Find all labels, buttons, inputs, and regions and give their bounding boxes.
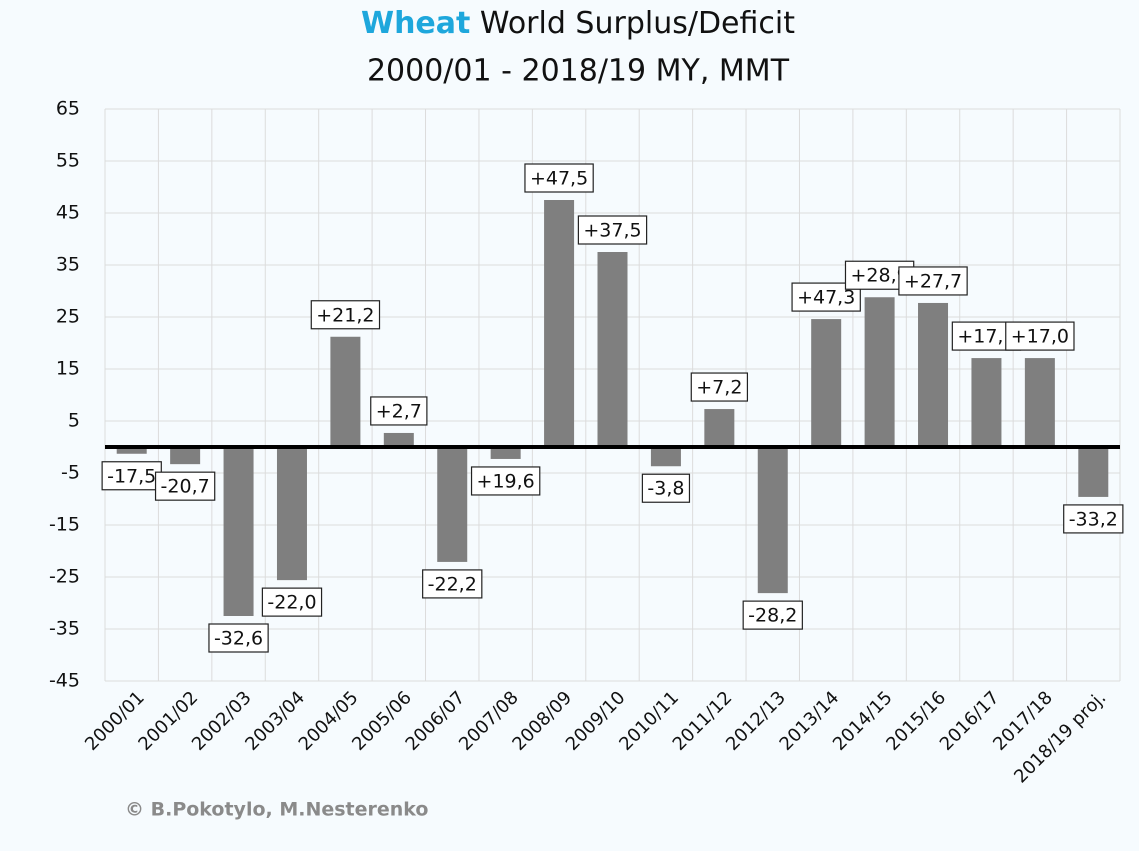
credit: © B.Pokotylo, M.Nesterenko <box>125 799 429 821</box>
annotation: -20,7 <box>161 476 210 498</box>
bar <box>383 432 414 447</box>
y-tick-label: -35 <box>49 618 80 640</box>
annotation-box <box>208 623 269 653</box>
annotation-box <box>1005 321 1075 351</box>
bar <box>437 447 468 562</box>
title-text: World Surplus/Deficit <box>480 6 795 41</box>
bar <box>544 200 575 447</box>
y-tick-label: 45 <box>56 202 80 224</box>
annotation: +47,5 <box>530 168 588 190</box>
bar <box>757 447 788 594</box>
bar <box>1078 447 1109 497</box>
y-tick-label: 5 <box>68 410 80 432</box>
bar <box>650 447 681 467</box>
annotation: +37,5 <box>583 220 641 242</box>
annotation-box <box>261 587 323 617</box>
bar <box>864 297 895 447</box>
annotation-box <box>101 461 162 491</box>
y-tick-label: -15 <box>49 514 80 536</box>
annotation: +19,6 <box>477 470 535 492</box>
annotation: +2,7 <box>376 400 422 422</box>
bar <box>490 447 521 459</box>
annotation-box <box>641 473 691 503</box>
bar <box>276 447 307 581</box>
y-tick-label: -5 <box>61 462 80 484</box>
annotation: -22,2 <box>428 573 477 595</box>
y-tick-label: 35 <box>56 254 80 276</box>
annotation: -17,5 <box>107 465 156 487</box>
chart-title: Wheat World Surplus/Deficit <box>361 6 795 41</box>
bar <box>1024 358 1055 447</box>
annotation-box <box>470 466 541 496</box>
title-highlight: Wheat <box>361 6 470 41</box>
annotation-box <box>577 215 648 245</box>
annotation: +21,2 <box>316 304 374 326</box>
annotation: -22,0 <box>267 592 316 614</box>
annotation: -3,8 <box>647 478 684 500</box>
annotation-box <box>690 372 749 402</box>
bar <box>170 447 201 465</box>
bar <box>971 358 1002 447</box>
y-tick-label: -25 <box>49 566 80 588</box>
annotation: -33,2 <box>1069 508 1118 530</box>
y-tick-label: 25 <box>56 306 80 328</box>
annotation-box <box>154 471 216 501</box>
annotation: +27,7 <box>904 270 962 292</box>
bar <box>704 409 735 447</box>
x-tick-label: 2018/19 proj. <box>1010 687 1110 787</box>
annotation: +17,0 <box>1011 326 1069 348</box>
annotation-box <box>742 600 803 630</box>
y-tick-label: 55 <box>56 150 80 172</box>
annotation: +17,1 <box>957 326 1015 348</box>
bar <box>597 252 628 447</box>
annotation: +28,9 <box>850 265 908 287</box>
bar <box>116 447 147 454</box>
bar <box>918 302 949 447</box>
annotation: +7,2 <box>696 377 742 399</box>
annotation: -28,2 <box>748 605 797 627</box>
annotation-box <box>898 266 968 296</box>
bar <box>330 336 361 447</box>
annotation-box <box>524 163 594 193</box>
annotation-box <box>310 300 381 330</box>
annotation-box <box>370 396 428 426</box>
bar <box>811 319 842 447</box>
annotation: +47,3 <box>797 287 855 309</box>
bar <box>223 447 254 616</box>
y-tick-label: 65 <box>56 98 80 120</box>
chart-subtitle: 2000/01 - 2018/19 MY, MMT <box>367 54 790 89</box>
annotation: -32,6 <box>214 628 263 650</box>
annotation-box <box>1063 504 1124 534</box>
y-tick-label: 15 <box>56 358 80 380</box>
annotation-box <box>422 569 483 599</box>
y-tick-label: -45 <box>49 670 80 692</box>
